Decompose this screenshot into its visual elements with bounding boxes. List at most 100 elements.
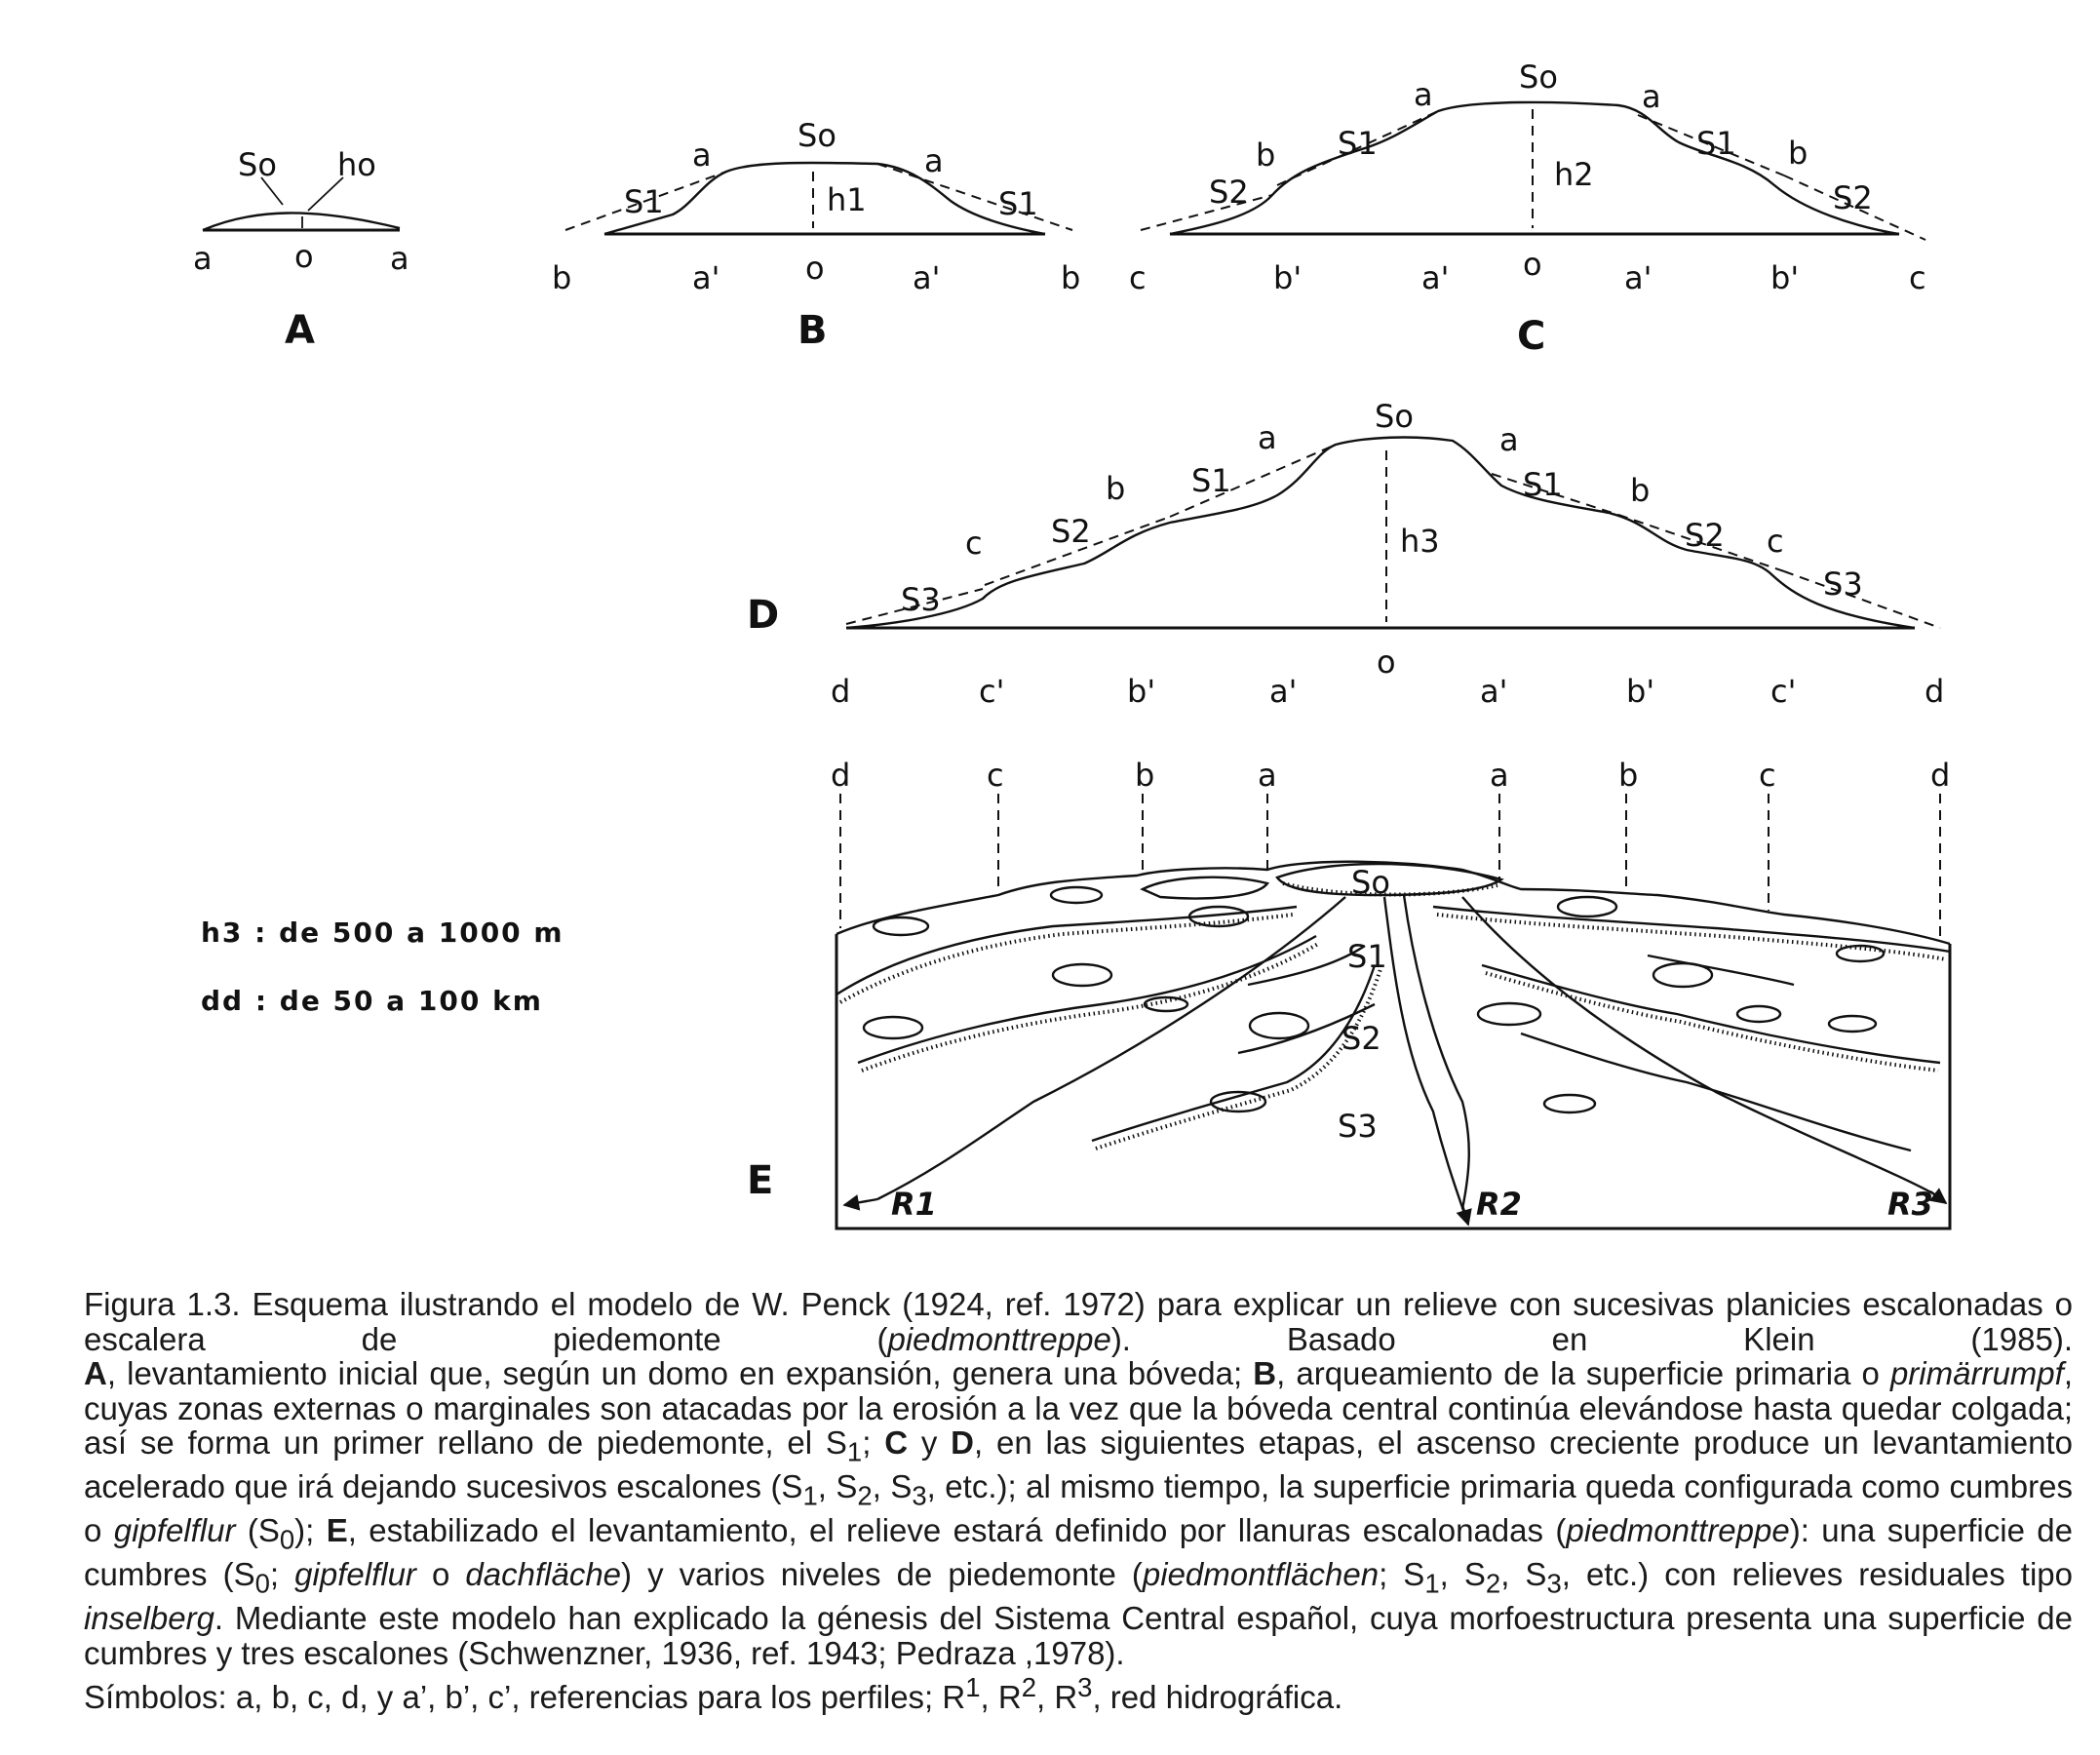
panel-b-top-label: a bbox=[692, 136, 712, 174]
panel-e-surface-label: S3 bbox=[1338, 1108, 1378, 1145]
panel-d-s1-left bbox=[1169, 444, 1337, 518]
caption-text: , R bbox=[1035, 1679, 1078, 1716]
panel-d-height-label: h3 bbox=[1400, 523, 1440, 560]
caption-text: . Mediante este modelo han explicado la … bbox=[84, 1600, 2073, 1671]
panel-e-step-edge bbox=[1647, 954, 1795, 987]
caption-subscript: 1 bbox=[802, 1480, 818, 1511]
panel-e-inselberg bbox=[1209, 1090, 1267, 1113]
panel-e-summit-remnant bbox=[1140, 876, 1270, 900]
penck-model-figure: So ho a o a A So h1 a a S1 S1 b a' o a' … bbox=[193, 58, 1952, 1230]
panel-c-s2-right bbox=[1783, 175, 1926, 241]
panel-c-flank-label: S2 bbox=[1209, 174, 1249, 211]
panel-d: So h3 a b c a b c S1 S2 S3 S1 S2 S3 d c'… bbox=[747, 398, 1944, 710]
panel-d-base-label: c' bbox=[979, 673, 1004, 710]
panel-e-block-outline bbox=[835, 934, 1952, 1230]
caption-term: gipfelflur bbox=[294, 1556, 416, 1593]
caption-text: , S bbox=[1439, 1556, 1486, 1593]
panel-d-base-label: a' bbox=[1269, 673, 1297, 710]
panel-b: So h1 a a S1 S1 b a' o a' b B bbox=[552, 117, 1080, 353]
panel-c-profile bbox=[1169, 100, 1900, 236]
panel-b-base-label: a' bbox=[913, 259, 940, 296]
panel-e-ref-label: c bbox=[1759, 757, 1776, 794]
panel-e-step-edge bbox=[857, 934, 1317, 1065]
panel-b-flank-label: S1 bbox=[624, 183, 664, 220]
caption-text: , en las siguientes etapas, el ascenso c… bbox=[84, 1424, 2074, 1505]
caption-text: o bbox=[415, 1556, 466, 1593]
panel-d-s3-right bbox=[1783, 570, 1941, 629]
caption-panel-ref: B bbox=[1253, 1355, 1277, 1391]
caption-text: (S bbox=[235, 1512, 280, 1549]
panel-e-title: E bbox=[747, 1158, 773, 1203]
caption-body: A, levantamiento inicial que, según un d… bbox=[84, 1356, 2073, 1670]
panel-c-base-label: b' bbox=[1770, 259, 1799, 296]
panel-a-title: A bbox=[285, 308, 315, 353]
caption-superscript: 1 bbox=[965, 1672, 981, 1703]
panel-a-base-label: a bbox=[193, 240, 213, 277]
panel-e-skyline bbox=[836, 860, 1951, 946]
panel-e-inselberg bbox=[1735, 1004, 1782, 1024]
panel-e-surface-label: So bbox=[1351, 864, 1390, 901]
panel-e-river-r1-bank bbox=[876, 896, 1346, 1201]
caption-panel-ref: E bbox=[326, 1512, 348, 1549]
panel-d-top-label: c bbox=[1767, 523, 1784, 560]
panel-e-ref-label: a bbox=[1490, 757, 1509, 794]
panel-b-primary-surface-right bbox=[876, 163, 1073, 231]
panel-d-flank-label: S3 bbox=[901, 581, 941, 618]
panel-e-ref-label: d bbox=[831, 757, 850, 794]
panel-b-flank-label: S1 bbox=[998, 185, 1038, 222]
caption-panel-ref: A bbox=[84, 1355, 107, 1391]
caption-subscript: 0 bbox=[279, 1524, 295, 1555]
caption-text: , red hidrográfica. bbox=[1092, 1679, 1343, 1716]
caption-text: , S bbox=[1500, 1556, 1547, 1593]
panel-d-surface-label: So bbox=[1375, 398, 1414, 435]
panel-e-summit-plateau bbox=[1275, 862, 1504, 897]
caption-text: , etc.) con relieves residuales tipo bbox=[1561, 1556, 2074, 1593]
panel-b-surface-label: So bbox=[797, 117, 836, 154]
panel-c-top-label: a bbox=[1414, 76, 1433, 113]
caption-superscript: 3 bbox=[1077, 1672, 1093, 1703]
panel-e-step-edge bbox=[1481, 963, 1941, 1065]
caption-text: ; S bbox=[1379, 1556, 1425, 1593]
panel-e-river-r2-arrow bbox=[1456, 1204, 1472, 1227]
caption-subscript: 2 bbox=[1485, 1568, 1501, 1599]
panel-e-inselberg bbox=[1835, 944, 1886, 963]
panel-a-ho-leader bbox=[307, 176, 344, 212]
caption-text: , S bbox=[872, 1468, 913, 1505]
panel-c: So h2 a b a b S1 S2 S1 S2 c b' a' o a' b… bbox=[1129, 58, 1926, 359]
panel-d-top-label: a bbox=[1258, 419, 1277, 456]
panel-d-flank-label: S3 bbox=[1823, 566, 1863, 603]
panel-e-summit-scarp bbox=[1282, 881, 1498, 897]
panel-d-flank-label: S1 bbox=[1523, 466, 1563, 503]
panel-d-top-label: b bbox=[1630, 472, 1650, 509]
panel-e-surface-label: S1 bbox=[1347, 938, 1387, 975]
panel-d-base-label: d bbox=[831, 673, 850, 710]
panel-c-height-label: h2 bbox=[1554, 156, 1594, 193]
panel-e-inselberg bbox=[862, 1015, 924, 1040]
caption-text: , etc.); al mismo tiempo, la superficie … bbox=[84, 1468, 2073, 1549]
caption-text: ; bbox=[862, 1424, 885, 1461]
caption-term: dachfläche bbox=[465, 1556, 622, 1593]
panel-d-top-label: b bbox=[1106, 470, 1125, 507]
panel-a-dome bbox=[202, 212, 401, 232]
caption-subscript: 1 bbox=[846, 1436, 863, 1467]
caption-text: y bbox=[908, 1424, 952, 1461]
panel-d-profile bbox=[845, 436, 1916, 630]
caption-term: primärrumpf bbox=[1889, 1355, 2064, 1391]
panel-e-ref-label: a bbox=[1258, 757, 1277, 794]
panel-e-inselberg bbox=[1187, 905, 1250, 928]
panel-e-inselberg bbox=[1049, 885, 1104, 905]
panel-c-base-label: c bbox=[1909, 259, 1926, 296]
caption-subscript: 3 bbox=[912, 1480, 927, 1511]
panel-b-top-label: a bbox=[924, 142, 944, 179]
panel-e-step-edge bbox=[1520, 1032, 1912, 1152]
panel-d-base-label: b' bbox=[1626, 673, 1654, 710]
panel-e-step-scarp bbox=[1436, 913, 1947, 961]
panel-e-ref-label: d bbox=[1930, 757, 1950, 794]
panel-d-base-label: a' bbox=[1480, 673, 1507, 710]
caption-text: , estabilizado el levantamiento, el reli… bbox=[347, 1512, 1567, 1549]
caption-subscript: 1 bbox=[1424, 1568, 1440, 1599]
panel-c-top-label: b bbox=[1788, 135, 1808, 172]
panel-b-profile bbox=[603, 161, 1046, 236]
panel-c-title: C bbox=[1517, 314, 1545, 359]
caption-text: Figura 1.3. Esquema ilustrando el modelo… bbox=[84, 1286, 2073, 1357]
